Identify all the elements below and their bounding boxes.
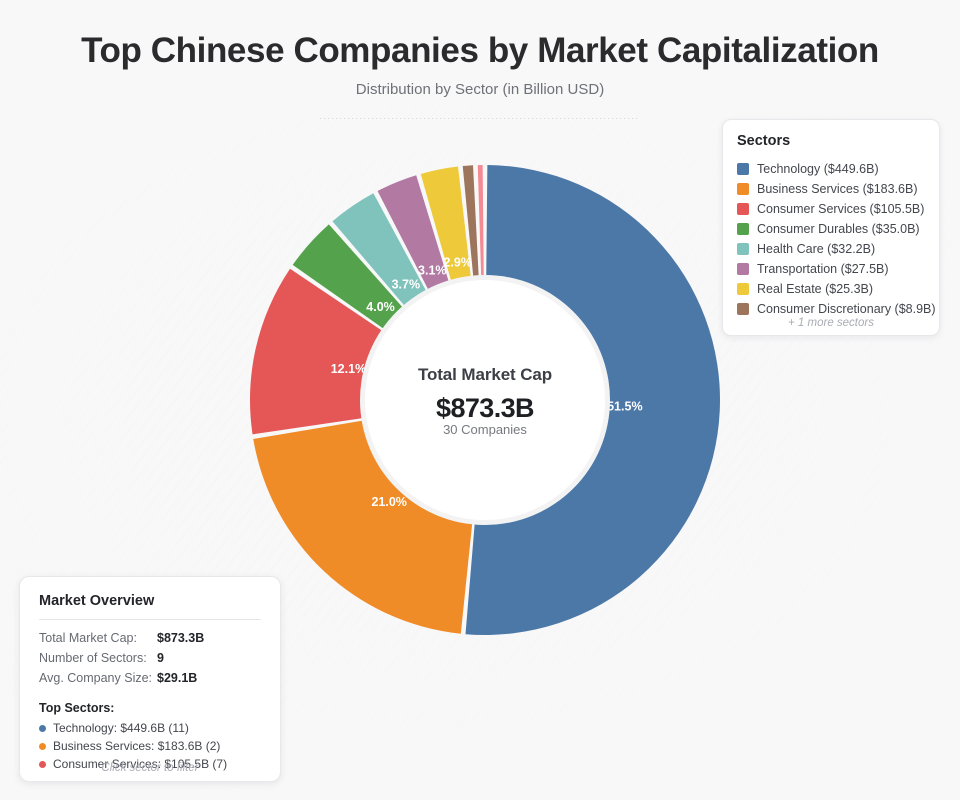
legend-item[interactable]: Health Care ($32.2B) <box>737 239 925 259</box>
center-caption: Total Market Cap <box>417 364 553 384</box>
legend-item-label: Consumer Services ($105.5B) <box>757 202 925 216</box>
legend-item-label: Technology ($449.6B) <box>757 162 879 176</box>
legend-color-swatch <box>737 203 749 215</box>
legend-color-swatch <box>737 163 749 175</box>
header-divider <box>320 118 640 119</box>
legend-title: Sectors <box>737 133 791 149</box>
market-overview-panel: Market Overview Total Market Cap: $873.3B… <box>19 576 281 782</box>
donut-slice[interactable] <box>377 175 450 292</box>
legend-item-label: Transportation ($27.5B) <box>757 262 889 276</box>
legend-color-swatch <box>737 223 749 235</box>
legend-panel[interactable]: Sectors Technology ($449.6B) Business Ser… <box>722 119 940 336</box>
donut-slice[interactable] <box>250 268 384 435</box>
overview-title: Market Overview <box>39 593 155 609</box>
center-company-count: 30 Companies <box>443 421 527 437</box>
overview-stat-row: Total Market Cap: $873.3B <box>39 631 261 651</box>
overview-stat-value: 9 <box>157 651 164 665</box>
top-sector-label: Technology: $449.6B (11) <box>53 721 189 735</box>
slice-percent-label: 4.0% <box>366 300 395 314</box>
legend-color-swatch <box>737 303 749 315</box>
legend-item-label: Business Services ($183.6B) <box>757 182 918 196</box>
top-sector-label: Business Services: $183.6B (2) <box>53 739 221 753</box>
legend-color-swatch <box>737 263 749 275</box>
overview-stat-row: Avg. Company Size: $29.1B <box>39 671 261 691</box>
donut-slices[interactable] <box>250 165 721 635</box>
legend-item[interactable]: Consumer Services ($105.5B) <box>737 199 925 219</box>
overview-stat-value: $29.1B <box>157 671 198 685</box>
legend-item-label: Real Estate ($25.3B) <box>757 282 874 296</box>
overview-stats-list: Total Market Cap: $873.3B Number of Sector… <box>39 631 261 691</box>
donut-slice[interactable] <box>465 165 721 635</box>
legend-list[interactable]: Technology ($449.6B) Business Services ($… <box>737 159 936 319</box>
chart-header: Top Chinese Companies by Market Capitali… <box>0 0 960 119</box>
legend-item[interactable]: Transportation ($27.5B) <box>737 259 925 279</box>
donut-slice[interactable] <box>477 165 484 279</box>
donut-chart-svg[interactable]: 51.5% 21.0% 12.1% 4.0% 3.7%3.1%2.9% <box>235 155 735 645</box>
overview-filter-hint: Click sector to filter <box>101 762 199 774</box>
legend-item-label: Health Care ($32.2B) <box>757 242 876 256</box>
legend-item[interactable]: Consumer Discretionary ($8.9B) <box>737 299 936 319</box>
legend-item[interactable]: Consumer Durables ($35.0B) <box>737 219 925 239</box>
legend-item-label: Consumer Durables ($35.0B) <box>757 222 920 236</box>
slice-percent-label: 3.7% <box>392 278 421 292</box>
donut-slice[interactable] <box>292 224 404 330</box>
overview-stat-label: Total Market Cap: <box>39 631 137 645</box>
overview-stat-label: Number of Sectors: <box>39 651 147 665</box>
legend-more-note: + 1 more sectors <box>788 317 874 329</box>
slice-percent-label: 2.9% <box>443 256 472 270</box>
legend-item-label: Consumer Discretionary ($8.9B) <box>757 302 936 316</box>
donut-slice[interactable] <box>332 193 428 308</box>
slice-percent-label: 3.1% <box>418 263 447 277</box>
top-sector-dot <box>39 724 46 732</box>
overview-stat-row: Number of Sectors: 9 <box>39 651 261 671</box>
donut-center-summary: Total Market Cap $873.3B 30 Companies <box>365 280 605 520</box>
slice-percent-label: 12.1% <box>331 362 366 376</box>
page-title: Top Chinese Companies by Market Capitali… <box>81 31 879 70</box>
top-sector-item[interactable]: Technology: $449.6B (11) <box>39 719 261 737</box>
top-sector-item[interactable]: Consumer Services: $105.5B (7) <box>39 755 261 773</box>
center-total-value: $873.3B <box>436 392 534 423</box>
legend-color-swatch <box>737 183 749 195</box>
donut-slice[interactable] <box>420 166 471 283</box>
top-sectors-list[interactable]: Technology: $449.6B (11) Business Service… <box>39 719 261 773</box>
legend-color-swatch <box>737 283 749 295</box>
top-sectors-heading: Top Sectors: <box>39 701 115 715</box>
top-sector-label: Consumer Services: $105.5B (7) <box>53 757 228 771</box>
overview-stat-value: $873.3B <box>157 631 205 645</box>
donut-slice[interactable] <box>253 420 473 634</box>
top-sector-item[interactable]: Business Services: $183.6B (2) <box>39 737 261 755</box>
overview-divider <box>39 619 261 620</box>
legend-item[interactable]: Real Estate ($25.3B) <box>737 279 925 299</box>
top-sector-dot <box>39 742 46 750</box>
overview-stat-label: Avg. Company Size: <box>39 671 153 685</box>
donut-slice[interactable] <box>462 165 479 279</box>
page-subtitle: Distribution by Sector (in Billion USD) <box>355 81 605 98</box>
top-sector-dot <box>39 760 46 768</box>
legend-color-swatch <box>737 243 749 255</box>
slice-percent-label: 21.0% <box>371 495 406 509</box>
donut-slice-labels: 51.5% 21.0% 12.1% 4.0% 3.7%3.1%2.9% <box>331 256 643 509</box>
slice-percent-label: 51.5% <box>607 400 642 414</box>
legend-item[interactable]: Technology ($449.6B) <box>737 159 925 179</box>
donut-chart[interactable]: 51.5% 21.0% 12.1% 4.0% 3.7% 3.1% 2.9% Total Ma… <box>235 155 735 645</box>
legend-item[interactable]: Business Services ($183.6B) <box>737 179 925 199</box>
